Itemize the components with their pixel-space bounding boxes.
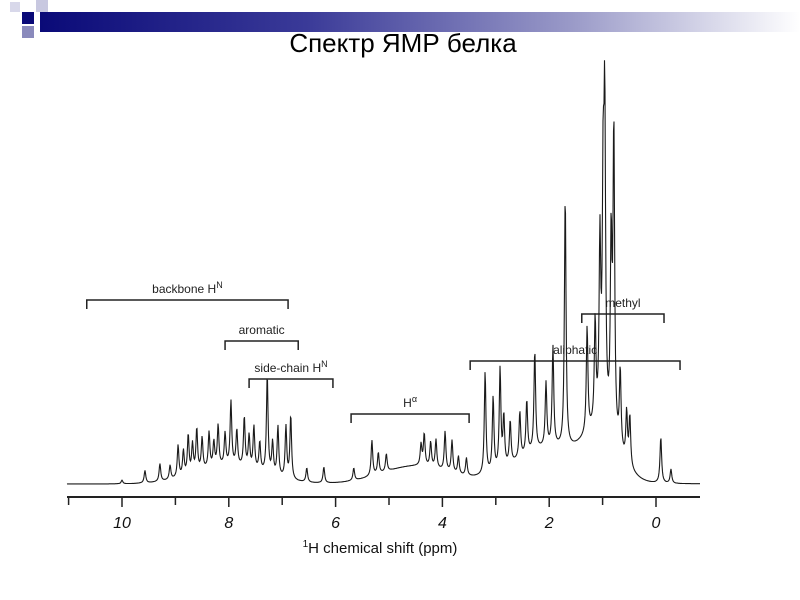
x-tick-label: 4 <box>438 515 447 532</box>
region-bracket <box>224 340 299 350</box>
region-label-text: H <box>403 396 412 410</box>
decor-square-mid <box>22 26 34 38</box>
region-label: side-chain HN <box>254 359 327 375</box>
region-bracket <box>581 313 665 323</box>
region-label-text: aliphatic <box>553 343 597 357</box>
decor-square-light <box>10 2 20 12</box>
region-bracket <box>350 413 470 423</box>
x-tick-label: 8 <box>224 515 233 532</box>
region-label-text: methyl <box>605 296 640 310</box>
region-annotation: aliphatic <box>469 343 681 370</box>
decor-square-navy <box>22 12 34 24</box>
x-tick-label: 0 <box>652 515 661 532</box>
region-label: methyl <box>605 296 640 310</box>
region-annotation: methyl <box>581 296 665 323</box>
region-label-sup: N <box>321 359 328 369</box>
region-annotation: side-chain HN <box>248 359 334 388</box>
region-label: backbone HN <box>152 280 223 296</box>
region-bracket <box>86 299 289 309</box>
region-label-text: aromatic <box>239 323 285 337</box>
region-annotation: aromatic <box>224 323 299 350</box>
region-annotation: backbone HN <box>86 280 289 309</box>
x-tick-label: 10 <box>113 515 131 532</box>
x-axis-label-sup: 1 <box>303 539 309 550</box>
region-label: aromatic <box>239 323 285 337</box>
region-bracket <box>469 360 681 370</box>
region-label-text: side-chain H <box>254 361 321 375</box>
region-label-text: backbone H <box>152 282 216 296</box>
region-label-sup: α <box>412 394 417 404</box>
decor-square-light <box>36 0 48 12</box>
x-axis-label: 1H chemical shift (ppm) <box>303 539 458 557</box>
region-label-sup: N <box>216 280 223 290</box>
x-axis-label-main: H chemical shift (ppm) <box>308 540 457 557</box>
slide-title: Спектр ЯМР белка <box>289 28 517 58</box>
region-annotation: Hα <box>350 394 470 423</box>
x-tick-label: 2 <box>544 515 554 532</box>
x-tick-label: 6 <box>331 515 340 532</box>
region-label: Hα <box>403 394 417 410</box>
spectrum-trace <box>66 60 700 485</box>
header-gradient-bar <box>40 12 800 32</box>
region-bracket <box>248 378 334 388</box>
region-label: aliphatic <box>553 343 597 357</box>
